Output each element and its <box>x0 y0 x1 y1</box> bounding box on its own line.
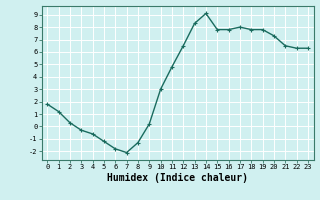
X-axis label: Humidex (Indice chaleur): Humidex (Indice chaleur) <box>107 173 248 183</box>
